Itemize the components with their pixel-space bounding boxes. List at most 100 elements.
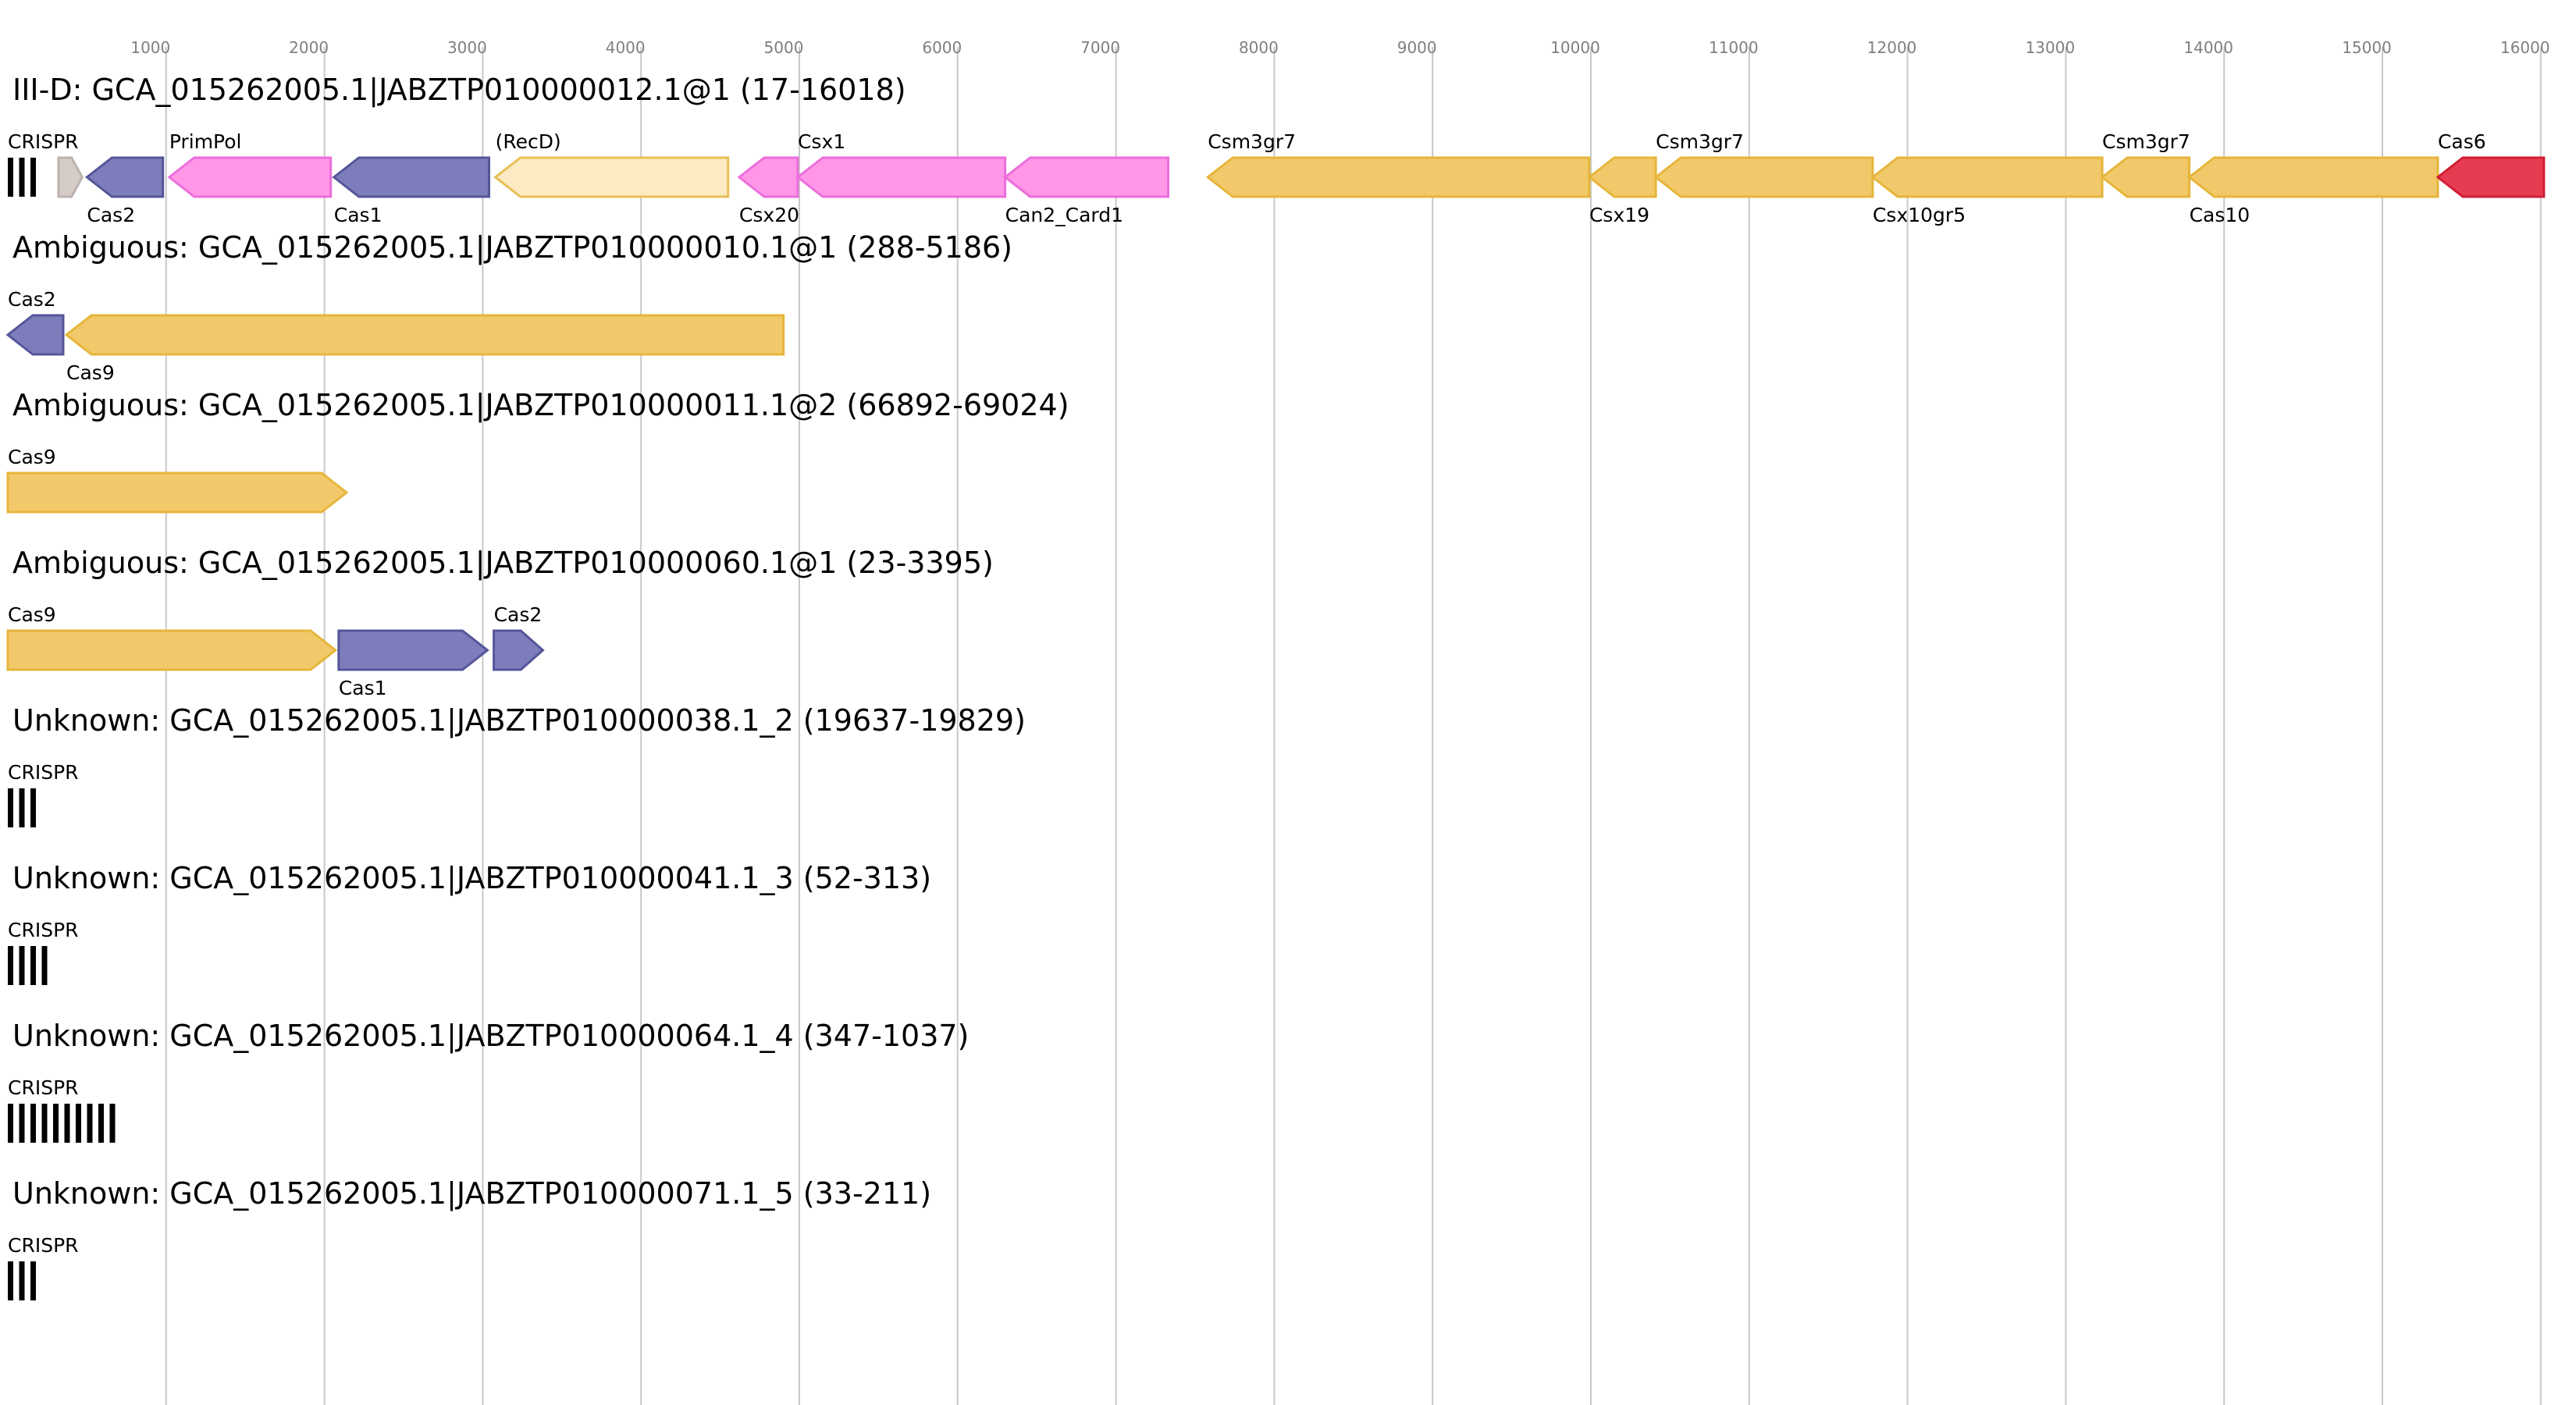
crispr-repeat [109, 1104, 116, 1143]
gene-label: Csm3gr7 [2102, 130, 2190, 153]
crispr-repeat [30, 1261, 36, 1300]
gene-label: Cas1 [339, 677, 387, 699]
x-tick-label: 2000 [289, 38, 329, 57]
gene-arrow [493, 156, 730, 198]
x-tick-label: 12000 [1867, 38, 1917, 57]
gene-label: Cas9 [8, 446, 56, 468]
x-tick-label: 6000 [922, 38, 962, 57]
x-tick-label: 7000 [1080, 38, 1120, 57]
gene-arrow [493, 629, 545, 671]
crispr-repeat [30, 946, 36, 985]
crispr-repeat [30, 788, 36, 827]
gene-label: Csx10gr5 [1873, 204, 1966, 226]
gene-arrow [2435, 156, 2546, 198]
crispr-repeat [8, 1104, 13, 1143]
x-axis-ticks: 1000 2000 3000 4000 5000 6000 7000 8000 9000 1000… [130, 38, 2549, 57]
track: Ambiguous: GCA_015262005.1|JABZTP0100000… [6, 388, 1069, 514]
gene-arrow [1587, 156, 1657, 198]
crispr-repeat [64, 1104, 70, 1143]
gene-arrow [2187, 156, 2439, 198]
track-title: III-D: GCA_015262005.1|JABZTP010000012.1… [12, 73, 906, 108]
gene-label: Csm3gr7 [1208, 130, 1296, 153]
gene-label: Cas6 [2438, 130, 2486, 153]
gene-label: Cas10 [2190, 204, 2250, 226]
crispr-repeat [41, 946, 48, 985]
x-tick-label: 10000 [1550, 38, 1600, 57]
gene-label: Csx19 [1589, 204, 1649, 226]
gene-label: Csm3gr7 [1656, 130, 1744, 153]
gene-arrow [337, 629, 489, 671]
track: Unknown: GCA_015262005.1|JABZTP010000041… [8, 861, 931, 985]
track: III-D: GCA_015262005.1|JABZTP010000012.1… [8, 73, 2546, 226]
gene-label: Cas1 [334, 204, 382, 226]
crispr-label: CRISPR [8, 1076, 79, 1099]
gene-label: Cas2 [8, 288, 56, 311]
crispr-repeat [19, 1104, 25, 1143]
gene-arrow [6, 471, 349, 514]
x-tick-label: 1000 [130, 38, 170, 57]
x-tick-label: 5000 [764, 38, 804, 57]
gene-label: Cas2 [494, 603, 543, 626]
gene-arrow [167, 156, 333, 198]
gene-arrow [5, 314, 65, 356]
gene-label: Cas9 [8, 603, 56, 626]
crispr-repeat [8, 158, 13, 197]
gene-label: Can2_Card1 [1005, 204, 1123, 226]
gene-arrow [57, 156, 84, 198]
gene-arrow [1653, 156, 1874, 198]
crispr-repeat [8, 1261, 13, 1300]
x-tick-label: 16000 [2500, 38, 2550, 57]
x-tick-label: 4000 [606, 38, 646, 57]
gene-arrow [1205, 156, 1591, 198]
gene-arrow [84, 156, 165, 198]
crispr-repeat [19, 946, 25, 985]
gene-arrow [1870, 156, 2104, 198]
crispr-repeat [19, 158, 25, 197]
gridlines [165, 47, 2542, 1405]
crispr-repeat [30, 158, 36, 197]
crispr-repeat [87, 1104, 93, 1143]
track: Ambiguous: GCA_015262005.1|JABZTP0100000… [6, 546, 994, 699]
track: Unknown: GCA_015262005.1|JABZTP010000038… [8, 703, 1026, 827]
gene-arrow [332, 156, 491, 198]
crispr-repeat [19, 788, 25, 827]
track-title: Unknown: GCA_015262005.1|JABZTP010000071… [12, 1176, 931, 1211]
track: Unknown: GCA_015262005.1|JABZTP010000071… [8, 1176, 931, 1300]
crispr-label: CRISPR [8, 761, 79, 784]
gene-arrow [1003, 156, 1170, 198]
gene-label: Cas9 [66, 361, 115, 384]
track-title: Unknown: GCA_015262005.1|JABZTP010000064… [12, 1019, 969, 1054]
x-tick-label: 13000 [2026, 38, 2076, 57]
gene-arrow [2100, 156, 2191, 198]
track-title: Ambiguous: GCA_015262005.1|JABZTP0100000… [12, 230, 1012, 265]
x-tick-label: 14000 [2183, 38, 2233, 57]
crispr-repeat [53, 1104, 59, 1143]
crispr-repeat [8, 946, 13, 985]
gene-arrow [795, 156, 1007, 198]
track: Unknown: GCA_015262005.1|JABZTP010000064… [8, 1019, 969, 1143]
crispr-label: CRISPR [8, 130, 79, 153]
gene-arrow [64, 314, 785, 356]
crispr-repeat [19, 1261, 25, 1300]
crispr-repeat [98, 1104, 104, 1143]
gene-label: Csx1 [798, 130, 845, 153]
crispr-repeat [41, 1104, 48, 1143]
gene-label: Cas2 [87, 204, 135, 226]
gene-arrow [737, 156, 799, 198]
track: Ambiguous: GCA_015262005.1|JABZTP0100000… [5, 230, 1012, 384]
track-title: Unknown: GCA_015262005.1|JABZTP010000038… [12, 703, 1026, 738]
track-title: Ambiguous: GCA_015262005.1|JABZTP0100000… [12, 388, 1069, 423]
crispr-repeat [8, 788, 13, 827]
crispr-repeat [76, 1104, 81, 1143]
track-title: Ambiguous: GCA_015262005.1|JABZTP0100000… [12, 546, 994, 581]
gene-label: (RecD) [496, 130, 561, 153]
gene-label: PrimPol [169, 130, 242, 153]
x-tick-label: 9000 [1397, 38, 1437, 57]
crispr-label: CRISPR [8, 919, 79, 941]
x-tick-label: 3000 [447, 38, 487, 57]
x-tick-label: 15000 [2342, 38, 2392, 57]
crispr-label: CRISPR [8, 1234, 79, 1257]
x-tick-label: 11000 [1709, 38, 1759, 57]
track-title: Unknown: GCA_015262005.1|JABZTP010000041… [12, 861, 931, 896]
